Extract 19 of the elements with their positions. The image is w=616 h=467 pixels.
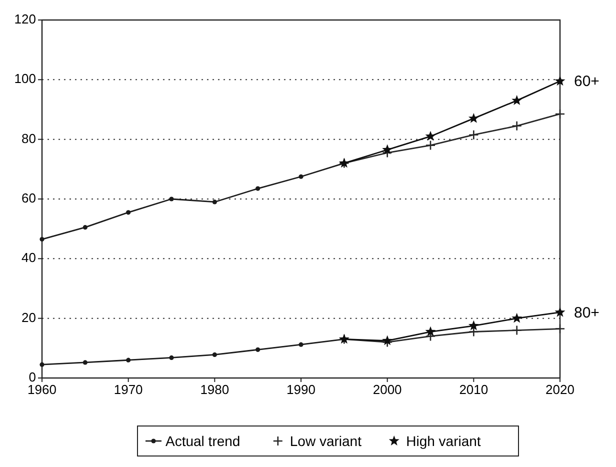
y-tick-label: 120 — [14, 11, 36, 26]
y-tick-label: 80 — [22, 130, 36, 146]
x-tick-label: 2010 — [459, 382, 488, 397]
x-tick-label: 1980 — [200, 382, 230, 397]
x-tick-label: 1960 — [28, 382, 56, 397]
x-tick-label: 1990 — [286, 382, 316, 397]
y-tick-label: 40 — [22, 250, 36, 266]
annotation: 60+ — [574, 73, 600, 90]
x-tick-label: 1970 — [114, 382, 143, 397]
y-tick-label: 100 — [14, 71, 36, 86]
legend-label: Actual trend — [166, 433, 240, 449]
x-tick-label: 2000 — [372, 382, 402, 397]
annotation: 80+ — [574, 304, 600, 322]
y-tick-label: 20 — [22, 310, 36, 325]
x-tick-label: 2020 — [546, 382, 574, 397]
y-tick-label: 0 — [28, 369, 36, 384]
legend-label: High variant — [406, 433, 481, 449]
y-tick-label: 60 — [22, 190, 36, 206]
legend-label: Low variant — [290, 433, 362, 449]
